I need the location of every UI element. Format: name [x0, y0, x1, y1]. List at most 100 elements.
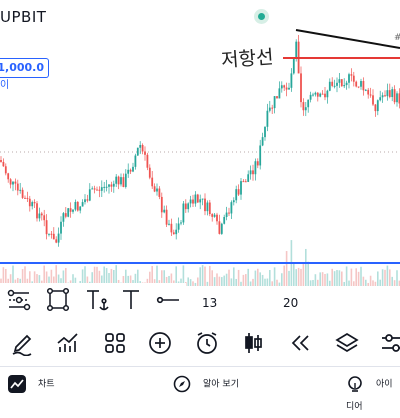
candle-body: [0, 160, 2, 162]
candle-body: [353, 76, 355, 82]
pencil-icon[interactable]: [9, 330, 35, 356]
nav-item-ideas[interactable]: 아이디어: [346, 373, 400, 395]
candle-body: [269, 108, 271, 111]
horizontal-ray-icon[interactable]: [153, 287, 181, 313]
price-label[interactable]: 1,000.0: [0, 58, 49, 78]
candle-body: [161, 197, 163, 212]
candle-body: [27, 198, 29, 199]
candle-body: [43, 215, 45, 220]
candle-body: [142, 145, 144, 151]
resistance-annotation[interactable]: 저항선: [220, 42, 274, 73]
exchange-label: UPBIT: [0, 8, 46, 26]
candle-body: [358, 86, 360, 87]
candle-body: [219, 221, 221, 234]
candle-body: [259, 145, 261, 165]
indicators-icon[interactable]: [55, 330, 81, 356]
candle-body: [372, 95, 374, 104]
candle-body: [147, 155, 149, 168]
candle-body: [185, 204, 187, 210]
volume-bar: [319, 272, 321, 286]
volume-bar: [223, 276, 225, 286]
candle-body: [151, 178, 153, 187]
layers-icon[interactable]: [334, 330, 360, 356]
candle-body: [315, 93, 317, 95]
candle-body: [211, 214, 213, 217]
add-icon[interactable]: [147, 330, 173, 356]
price-sublabel: 이: [0, 76, 9, 91]
nav-item-chart[interactable]: 차트: [8, 373, 55, 395]
rewind-icon[interactable]: [287, 330, 313, 356]
settings-icon[interactable]: [380, 330, 400, 356]
candle-body: [375, 105, 377, 112]
grid-icon[interactable]: [102, 330, 128, 356]
volume-bar: [276, 280, 278, 286]
nav-item-explore[interactable]: 알아 보기: [173, 373, 239, 395]
chart-area[interactable]: UPBIT 1,000.0 이 저항선 #: [0, 0, 400, 290]
rectangle-icon[interactable]: [44, 287, 72, 313]
candle-body: [22, 190, 24, 198]
drawing-toolbar: [0, 283, 186, 317]
nav-item-label: 차트: [38, 380, 55, 390]
candle-body: [348, 74, 350, 83]
volume-bar: [329, 281, 331, 286]
candle-body: [15, 182, 17, 184]
candle-body: [199, 199, 201, 202]
candle-body: [247, 174, 249, 182]
volume-bar: [363, 277, 365, 286]
volume-bar: [312, 280, 314, 286]
alarm-icon[interactable]: [194, 330, 220, 356]
text-anchor-icon[interactable]: [83, 287, 111, 313]
candle-body: [180, 222, 182, 223]
candle-body: [108, 184, 110, 186]
volume-bar: [305, 249, 307, 286]
volume-bar: [197, 278, 199, 286]
node-path-icon[interactable]: [5, 287, 33, 313]
volume-bar: [288, 271, 290, 286]
time-axis[interactable]: 13 20: [186, 290, 400, 318]
candle-body: [94, 188, 96, 189]
volume-bar: [348, 281, 350, 286]
volume-bar: [214, 277, 216, 286]
volume-bar: [233, 267, 235, 286]
text-icon[interactable]: [118, 287, 146, 313]
volume-bar: [209, 266, 211, 286]
volume-bar: [283, 266, 285, 286]
candle-body: [77, 202, 79, 211]
candle-body: [58, 234, 60, 243]
volume-bar: [360, 267, 362, 286]
candle-body: [264, 127, 266, 137]
candle-body: [291, 73, 293, 87]
candle-body: [120, 177, 122, 184]
candle-body: [389, 90, 391, 97]
candle-body: [41, 214, 43, 216]
candle-body: [276, 96, 278, 98]
volume-bar: [331, 269, 333, 286]
candle-body: [295, 42, 297, 59]
volume-bar: [370, 276, 372, 286]
candles-icon[interactable]: [240, 330, 266, 356]
candle-body: [115, 177, 117, 184]
candle-body: [331, 82, 333, 86]
candlestick-chart[interactable]: [0, 0, 400, 290]
compass-icon: [173, 373, 191, 395]
volume-bar: [339, 270, 341, 286]
volume-bar: [343, 282, 345, 286]
candle-body: [144, 151, 146, 154]
candle-body: [65, 213, 67, 217]
candle-body: [293, 59, 295, 74]
candle-body: [243, 181, 245, 182]
candle-body: [367, 90, 369, 95]
candle-body: [156, 189, 158, 192]
candle-body: [130, 170, 132, 172]
candle-body: [103, 187, 105, 188]
candle-body: [339, 79, 341, 83]
candle-body: [351, 74, 353, 75]
volume-bar: [255, 271, 257, 286]
volume-bar: [322, 272, 324, 286]
candle-body: [60, 222, 62, 234]
candle-body: [70, 208, 72, 212]
candle-body: [31, 202, 33, 206]
candle-body: [63, 213, 65, 222]
volume-bar: [365, 280, 367, 286]
volume-bar: [262, 275, 264, 286]
